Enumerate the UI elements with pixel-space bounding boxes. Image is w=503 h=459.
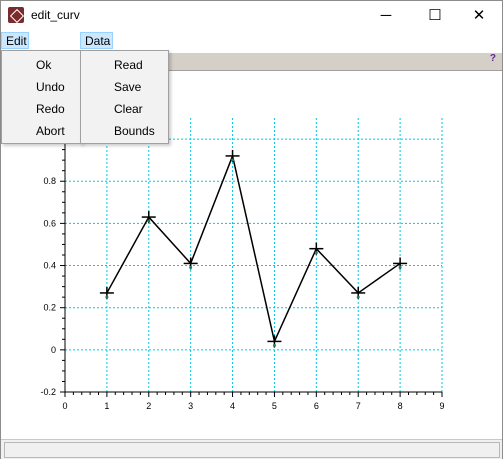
data-point[interactable] [226,150,240,162]
data-dropdown-menu: Read Save Clear Bounds [80,50,169,144]
minimize-button[interactable]: ─ [363,1,409,31]
data-menu-clear[interactable]: Clear [81,98,168,120]
y-tick-label: 0.4 [43,261,56,271]
scilab-app-icon [8,7,24,23]
x-tick-label: 3 [188,401,193,411]
y-tick-label: 0 [51,345,56,355]
x-tick-label: 5 [272,401,277,411]
menu-data[interactable]: Data [80,32,113,49]
menu-bar: Edit Data [1,31,502,50]
x-tick-label: 8 [398,401,403,411]
edit-menu-redo[interactable]: Redo [2,98,81,120]
x-tick-label: 9 [439,401,444,411]
x-tick-label: 4 [230,401,235,411]
data-menu-bounds[interactable]: Bounds [81,120,168,142]
maximize-button[interactable]: ☐ [412,1,458,31]
status-bar [1,439,502,459]
x-tick-label: 2 [146,401,151,411]
y-tick-label: 0.8 [43,176,56,186]
status-field [4,442,500,458]
edit-menu-ok[interactable]: Ok [2,54,81,76]
menu-edit[interactable]: Edit [1,32,29,49]
edit-menu-abort[interactable]: Abort [2,120,81,142]
y-tick-label: -0.2 [40,387,56,397]
title-bar: edit_curv ─ ☐ ✕ [1,1,502,31]
data-point[interactable] [184,257,198,269]
data-point[interactable] [100,287,114,299]
close-button[interactable]: ✕ [456,1,502,31]
data-menu-save[interactable]: Save [81,76,168,98]
series-line [107,156,400,341]
data-point[interactable] [142,211,156,223]
x-tick-label: 6 [314,401,319,411]
data-menu-read[interactable]: Read [81,54,168,76]
y-tick-label: 0.6 [43,218,56,228]
x-tick-label: 0 [62,401,67,411]
data-point[interactable] [267,335,281,347]
edit-menu-undo[interactable]: Undo [2,76,81,98]
edit-dropdown-menu: Ok Undo Redo Abort [1,50,82,144]
window-title: edit_curv [31,8,80,22]
x-tick-label: 7 [356,401,361,411]
y-tick-label: 0.2 [43,303,56,313]
x-tick-label: 1 [104,401,109,411]
